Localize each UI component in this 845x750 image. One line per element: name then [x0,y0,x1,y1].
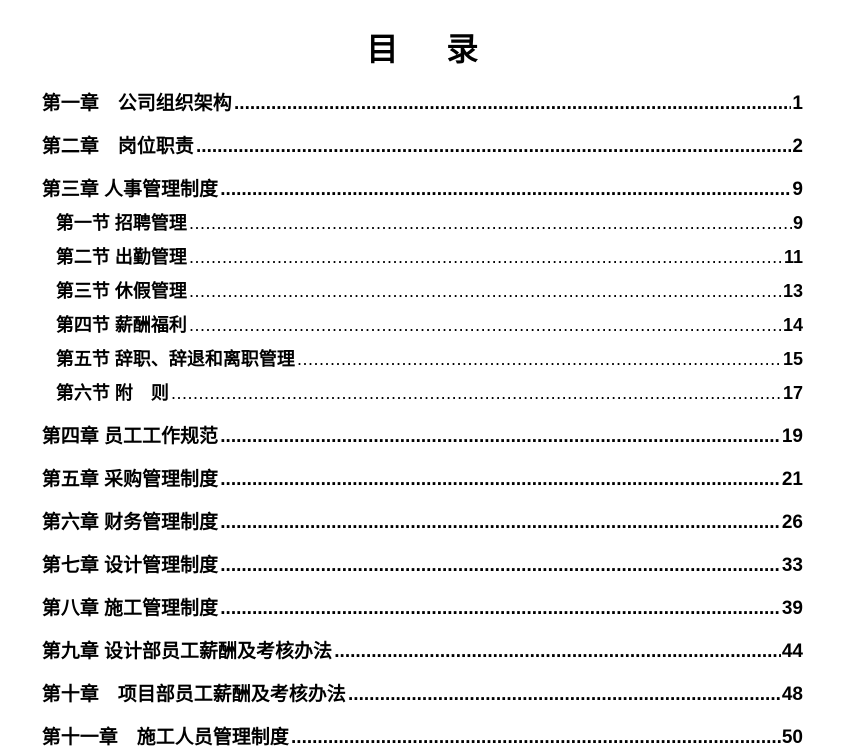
toc-entry-page: 9 [793,213,803,234]
toc-entry-leader [220,555,781,577]
toc-entry-label: 第一节 招聘管理 [56,209,187,235]
toc-entry-page: 9 [792,179,803,201]
toc-entry-leader [297,349,782,370]
toc-title: 目录 [42,24,803,70]
toc-entry-label: 第八章 施工管理制度 [42,593,218,620]
toc-entry: 第一章 公司组织架构 1 [42,88,803,115]
toc-entry-page: 44 [782,641,803,663]
toc-entry-label: 第四节 薪酬福利 [56,311,187,337]
toc-entry: 第二章 岗位职责 2 [42,131,803,158]
toc-entry-leader [189,213,792,234]
toc-entry-page: 39 [782,598,803,620]
toc-entry: 第十章 项目部员工薪酬及考核办法 48 [42,679,803,706]
toc-entry-page: 21 [782,469,803,491]
toc-entry: 第九章 设计部员工薪酬及考核办法 44 [42,636,803,663]
toc-entry-label: 第七章 设计管理制度 [42,550,218,577]
toc-entry-label: 第三节 休假管理 [56,277,187,303]
toc-entry: 第八章 施工管理制度 39 [42,593,803,620]
toc-entry-leader [334,641,781,663]
toc-entry-leader [189,247,783,268]
toc-entry: 第一节 招聘管理 9 [42,209,803,235]
toc-entry: 第十一章 施工人员管理制度 50 [42,722,803,749]
toc-entry: 第六节 附 则 17 [42,379,803,405]
toc-entry-leader [189,315,782,336]
toc-entry-label: 第五节 辞职、辞退和离职管理 [56,345,295,371]
toc-entry-page: 15 [783,349,803,370]
toc-entry-leader [189,281,782,302]
toc-entry-label: 第二章 岗位职责 [42,131,194,158]
toc-entry-leader [220,512,781,534]
toc-entry-label: 第一章 公司组织架构 [42,88,232,115]
toc-entry: 第四节 薪酬福利 14 [42,311,803,337]
toc-entry: 第七章 设计管理制度 33 [42,550,803,577]
toc-entry-label: 第六节 附 则 [56,379,169,405]
toc-entry-page: 13 [783,281,803,302]
toc-entry-page: 2 [792,136,803,158]
toc-entry-label: 第九章 设计部员工薪酬及考核办法 [42,636,332,663]
toc-entry: 第五节 辞职、辞退和离职管理 15 [42,345,803,371]
toc-entry-label: 第十一章 施工人员管理制度 [42,722,289,749]
toc-entry-leader [348,684,781,706]
toc-entry-label: 第二节 出勤管理 [56,243,187,269]
toc-entry-leader [291,727,781,749]
toc-entry-label: 第五章 采购管理制度 [42,464,218,491]
toc-entry-page: 26 [782,512,803,534]
toc-entry-label: 第十章 项目部员工薪酬及考核办法 [42,679,346,706]
toc-entry-page: 1 [792,93,803,115]
toc-entry: 第五章 采购管理制度 21 [42,464,803,491]
toc-entry-leader [220,469,781,491]
toc-entry-label: 第三章 人事管理制度 [42,174,218,201]
toc-entry: 第三节 休假管理 13 [42,277,803,303]
toc-entry-page: 14 [783,315,803,336]
toc-entry: 第四章 员工工作规范 19 [42,421,803,448]
toc-entry-page: 11 [784,247,803,268]
toc-entry: 第三章 人事管理制度 9 [42,174,803,201]
toc-entry-leader [220,598,781,620]
toc-entry-leader [234,93,791,115]
toc-entry-leader [171,383,782,404]
toc-entry-page: 17 [783,383,803,404]
toc-entry-page: 19 [782,426,803,448]
toc-entry: 第六章 财务管理制度 26 [42,507,803,534]
toc-entry-page: 48 [782,684,803,706]
toc-entry-page: 33 [782,555,803,577]
toc-entry-leader [196,136,791,158]
toc-list: 第一章 公司组织架构 1 第二章 岗位职责 2 第三章 人事管理制度 9 第一节 招聘管理 9… [42,88,803,749]
toc-entry-leader [220,179,791,201]
toc-entry: 第二节 出勤管理 11 [42,243,803,269]
toc-entry-label: 第四章 员工工作规范 [42,421,218,448]
toc-entry-page: 50 [782,727,803,749]
toc-entry-label: 第六章 财务管理制度 [42,507,218,534]
toc-entry-leader [220,426,781,448]
